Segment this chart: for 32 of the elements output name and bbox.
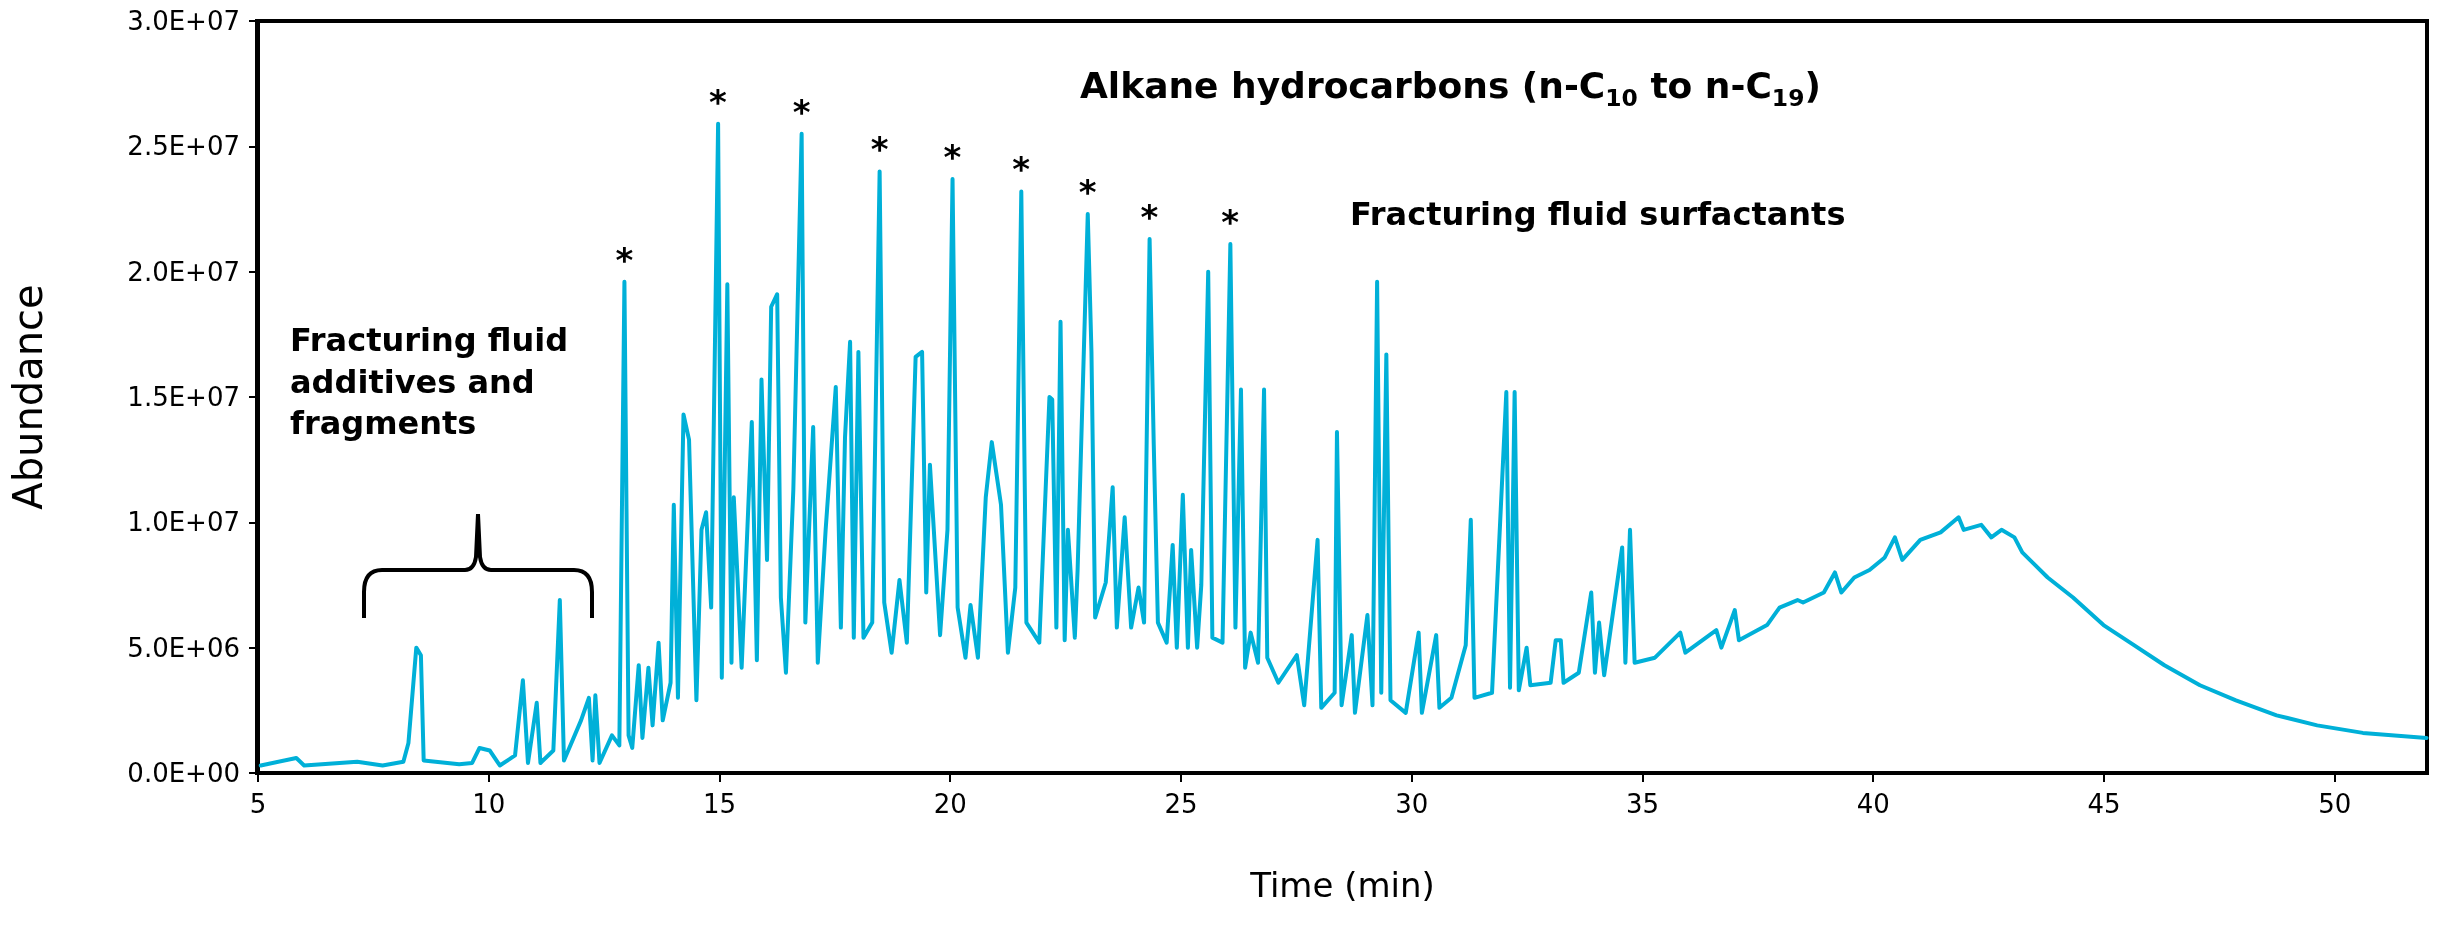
annotation: * [615, 239, 634, 280]
x-axis-title: Time (min) [1249, 865, 1435, 905]
x-tick-label: 30 [1395, 789, 1429, 819]
line-series [258, 121, 2429, 768]
y-tick-label: 1.5E+07 [127, 382, 240, 412]
annotation: * [943, 136, 962, 177]
annotation: * [709, 81, 727, 122]
annotation: * [1221, 202, 1240, 243]
x-tick-label: 35 [1625, 789, 1660, 819]
x-tick-label: 10 [472, 789, 506, 819]
y-tick-label: 0.0E+00 [127, 758, 240, 788]
annotation: * [870, 129, 889, 170]
annotation: Fracturing fluid additives and fragments [290, 320, 570, 445]
annotation: * [1078, 172, 1097, 212]
y-axis-title: Abundance [5, 284, 51, 510]
x-tick-label: 15 [702, 789, 737, 819]
x-tick-label: 50 [2318, 789, 2352, 819]
y-tick-label: 2.5E+07 [127, 131, 240, 162]
x-tick-label: 40 [1856, 789, 1890, 819]
y-tick-label: 2.0E+07 [127, 256, 240, 287]
y-tick-label: 1.0E+07 [127, 507, 240, 538]
annotation: Fracturing fluid surfactants [1350, 195, 1846, 233]
x-tick-label: 45 [2087, 789, 2121, 819]
x-tick-label: 20 [933, 789, 967, 819]
x-tick-label: 5 [249, 789, 267, 819]
annotation: * [1012, 149, 1031, 190]
y-tick-label: 5.0E+06 [127, 632, 240, 663]
y-tick-label: 3.0E+07 [127, 6, 240, 36]
annotation: Alkane hydrocarbons (n-C$_{10}$ to n-C$_{19}$) [1080, 65, 1821, 113]
annotation: * [792, 91, 811, 132]
annotation: * [1140, 197, 1159, 238]
x-tick-label: 25 [1164, 789, 1198, 819]
